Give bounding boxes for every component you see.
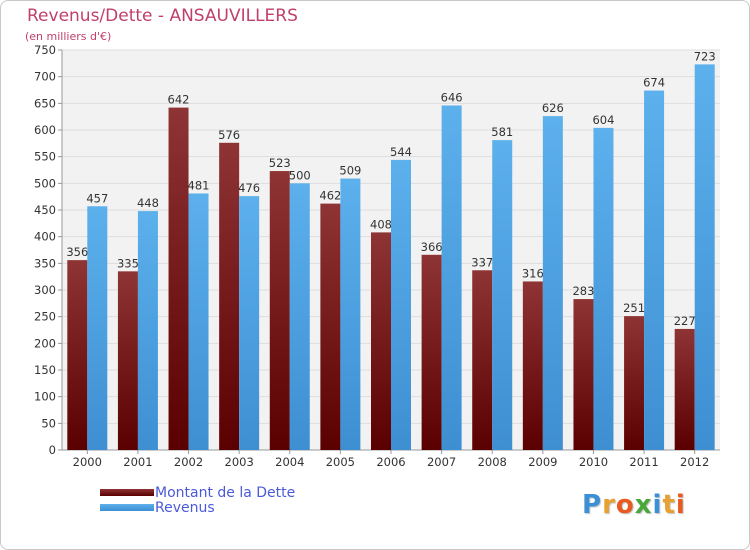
y-tick-label: 250	[34, 310, 56, 324]
data-label-revenus: 500	[289, 168, 311, 182]
bar-revenus	[137, 211, 158, 450]
bar-dette	[624, 316, 645, 450]
y-tick-label: 750	[34, 43, 56, 57]
data-label-revenus: 581	[491, 125, 513, 139]
x-tick-label: 2006	[376, 455, 405, 469]
data-label-dette: 642	[168, 93, 190, 107]
y-tick-label: 100	[34, 390, 56, 404]
bar-revenus	[239, 196, 260, 450]
bar-dette	[117, 271, 138, 450]
bar-dette	[168, 107, 189, 450]
proxiti-logo: Proxiti	[582, 490, 686, 520]
y-tick-label: 0	[49, 443, 56, 457]
data-label-dette: 283	[572, 284, 594, 298]
bar-revenus	[340, 178, 361, 451]
y-tick-label: 150	[34, 363, 56, 377]
legend-label-dette: Montant de la Dette	[155, 485, 296, 501]
bar-revenus	[391, 159, 411, 450]
bar-revenus	[542, 116, 563, 450]
y-tick-label: 550	[34, 150, 56, 164]
data-label-dette: 462	[319, 189, 341, 203]
x-tick-label: 2009	[528, 455, 557, 469]
data-label-revenus: 626	[542, 101, 564, 115]
bar-revenus	[593, 127, 614, 450]
y-tick-label: 200	[34, 336, 56, 350]
y-tick-label: 50	[41, 416, 56, 430]
y-tick-label: 500	[34, 176, 56, 190]
data-label-dette: 523	[269, 156, 291, 170]
data-label-revenus: 448	[137, 196, 159, 210]
bar-revenus	[441, 105, 462, 450]
bar-dette	[573, 299, 594, 450]
bar-dette	[421, 254, 442, 450]
data-label-revenus: 457	[86, 191, 108, 205]
y-tick-label: 350	[34, 256, 56, 270]
data-label-revenus: 646	[441, 90, 463, 104]
x-tick-label: 2003	[225, 455, 254, 469]
bar-dette	[522, 281, 543, 450]
data-label-dette: 335	[117, 256, 139, 270]
bar-revenus	[188, 193, 209, 450]
bar-revenus	[694, 64, 715, 451]
bar-revenus	[644, 90, 665, 451]
bar-dette	[67, 260, 88, 450]
y-tick-label: 700	[34, 70, 56, 84]
bar-dette	[472, 270, 493, 450]
y-tick-label: 400	[34, 230, 56, 244]
data-label-revenus: 604	[592, 113, 614, 127]
data-label-dette: 337	[471, 255, 493, 269]
data-label-dette: 576	[218, 128, 240, 142]
bar-dette	[269, 171, 290, 451]
bar-revenus	[289, 183, 310, 451]
data-label-dette: 227	[674, 314, 696, 328]
data-label-revenus: 509	[339, 164, 361, 178]
data-label-revenus: 481	[188, 178, 210, 192]
data-label-dette: 366	[421, 240, 443, 254]
legend-swatch-dette	[100, 489, 154, 496]
data-label-dette: 408	[370, 217, 392, 231]
x-tick-label: 2011	[629, 455, 658, 469]
x-tick-label: 2002	[174, 455, 203, 469]
bar-dette	[674, 328, 695, 450]
bar-revenus	[492, 140, 513, 450]
legend-swatch-revenus	[100, 504, 154, 511]
x-tick-label: 2001	[123, 455, 152, 469]
legend-label-revenus: Revenus	[155, 500, 215, 516]
data-label-revenus: 723	[694, 49, 716, 63]
bar-revenus	[87, 206, 108, 450]
bar-dette	[320, 203, 341, 450]
bar-dette	[219, 142, 240, 451]
bar-dette	[371, 232, 391, 450]
y-tick-label: 450	[34, 203, 56, 217]
x-tick-label: 2010	[579, 455, 608, 469]
data-label-dette: 251	[623, 301, 645, 315]
x-tick-label: 2004	[275, 455, 304, 469]
x-tick-label: 2007	[427, 455, 456, 469]
data-label-revenus: 674	[643, 76, 665, 90]
x-tick-label: 2008	[478, 455, 507, 469]
y-tick-label: 300	[34, 283, 56, 297]
data-label-dette: 316	[522, 266, 544, 280]
x-tick-label: 2012	[680, 455, 709, 469]
y-tick-label: 650	[34, 96, 56, 110]
x-tick-label: 2000	[73, 455, 102, 469]
data-label-revenus: 544	[390, 145, 412, 159]
x-tick-label: 2005	[326, 455, 355, 469]
data-label-revenus: 476	[238, 181, 260, 195]
chart-subtitle: (en milliers d'€)	[25, 30, 112, 43]
chart-title: Revenus/Dette - ANSAUVILLERS	[27, 6, 298, 26]
y-tick-label: 600	[34, 123, 56, 137]
data-label-dette: 356	[66, 245, 88, 259]
